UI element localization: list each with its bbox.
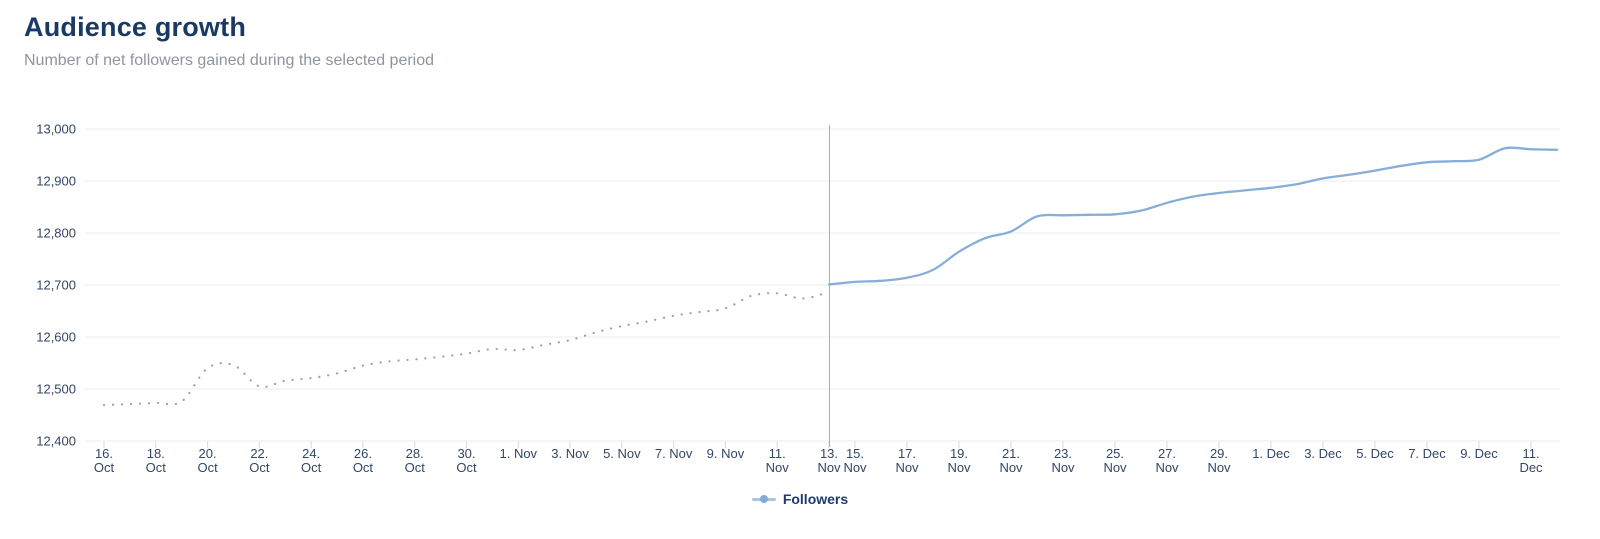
- x-axis-label: 1. Nov: [499, 446, 537, 461]
- x-axis-label: 16.: [95, 446, 113, 461]
- x-axis-label: 11.: [1522, 446, 1539, 461]
- legend-item-followers[interactable]: Followers: [751, 491, 849, 507]
- y-axis-label: 12,900: [36, 174, 76, 189]
- y-axis-label: 12,500: [36, 382, 76, 397]
- x-axis-label: 3. Nov: [551, 446, 589, 461]
- x-axis-label: 20.: [199, 446, 217, 461]
- x-axis-label: Nov: [1155, 460, 1179, 475]
- x-axis-label: Nov: [1207, 460, 1231, 475]
- chart-legend: Followers: [0, 488, 1600, 510]
- x-axis-label: 17.: [898, 446, 916, 461]
- x-axis-label: 7. Nov: [655, 446, 693, 461]
- x-axis-label: 21.: [1002, 446, 1020, 461]
- x-axis-label: 29.: [1210, 446, 1228, 461]
- x-axis-label: 5. Nov: [603, 446, 641, 461]
- y-axis-label: 12,700: [36, 278, 76, 293]
- line-point-marker-icon: [751, 494, 776, 504]
- x-axis-label: 28.: [406, 446, 424, 461]
- chart-subtitle: Number of net followers gained during th…: [24, 52, 435, 69]
- x-axis-label: 19.: [950, 446, 968, 461]
- x-axis-label: 30.: [457, 446, 475, 461]
- x-axis-label: Oct: [249, 460, 270, 475]
- page-title: Audience growth: [24, 12, 247, 42]
- chart-header: Audience growth Number of net followers …: [24, 12, 434, 70]
- x-axis-label: 15.: [846, 446, 864, 461]
- followers-line: [827, 146, 1559, 286]
- x-axis-label: Oct: [146, 460, 167, 475]
- y-axis-label: 13,000: [36, 122, 76, 137]
- x-axis-label: Oct: [405, 460, 426, 475]
- x-axis-label: Oct: [353, 460, 374, 475]
- x-axis-label: Nov: [999, 460, 1023, 475]
- x-axis-label: Oct: [301, 460, 322, 475]
- y-axis-label: 12,400: [36, 434, 76, 449]
- x-axis-label: Oct: [94, 460, 115, 475]
- x-axis-label: Oct: [456, 460, 477, 475]
- x-axis-label: 9. Dec: [1460, 446, 1498, 461]
- legend-label: Followers: [782, 491, 849, 507]
- x-axis-label: 25.: [1106, 446, 1124, 461]
- x-axis-label: Nov: [1103, 460, 1127, 475]
- x-axis-label: 7. Dec: [1408, 446, 1446, 461]
- x-axis-label: 24.: [302, 446, 320, 461]
- x-axis-label: Nov: [843, 460, 867, 475]
- x-axis-label: Nov: [895, 460, 919, 475]
- y-axis-label: 12,600: [36, 330, 76, 345]
- x-axis-label: 26.: [354, 446, 372, 461]
- x-axis-label: 3. Dec: [1304, 446, 1342, 461]
- followers-history-line: [102, 290, 831, 407]
- x-axis-label: Nov: [947, 460, 971, 475]
- x-axis-label: 23.: [1054, 446, 1072, 461]
- x-axis-label: Dec: [1519, 460, 1543, 475]
- x-axis-label: Oct: [197, 460, 218, 475]
- x-axis-label: 27.: [1158, 446, 1176, 461]
- x-axis-label: 18.: [147, 446, 165, 461]
- y-axis-label: 12,800: [36, 226, 76, 241]
- x-axis-label: Nov: [766, 460, 790, 475]
- x-axis-label: 11.: [769, 446, 786, 461]
- x-axis-label: 1. Dec: [1252, 446, 1290, 461]
- x-axis-label: Nov: [1051, 460, 1075, 475]
- x-axis-label: 9. Nov: [707, 446, 745, 461]
- x-axis-label: Nov: [817, 460, 841, 475]
- x-axis-label: 22.: [250, 446, 268, 461]
- x-axis-label: 13.: [820, 446, 838, 461]
- x-axis-label: 5. Dec: [1356, 446, 1394, 461]
